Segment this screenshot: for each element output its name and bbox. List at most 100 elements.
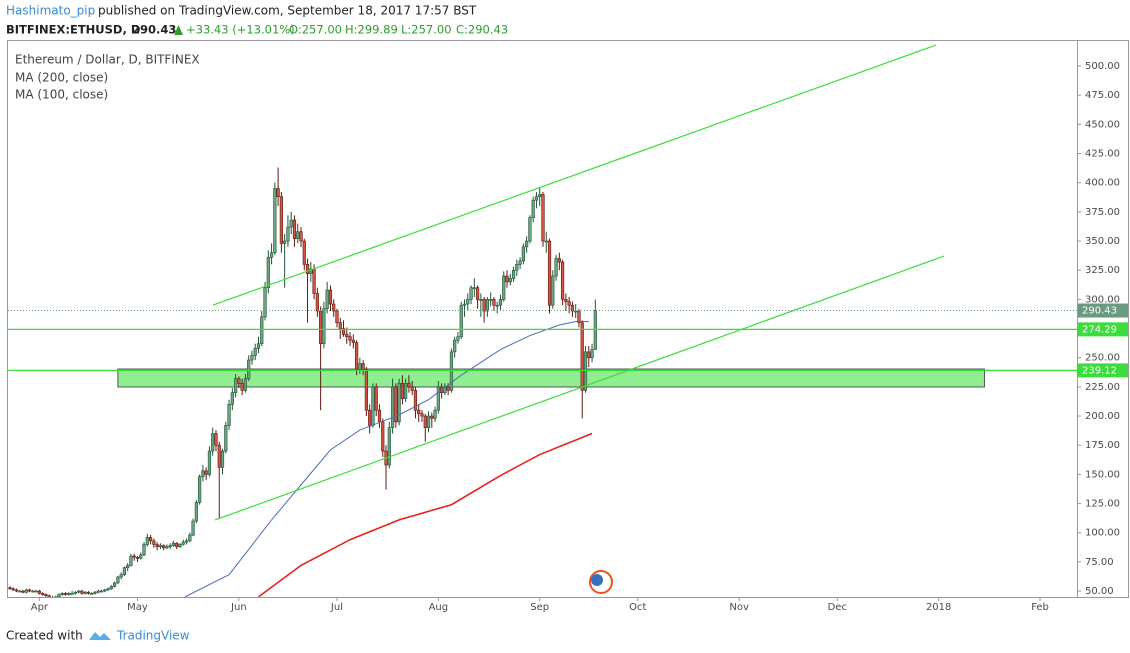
y-tick-label: 200.00: [1085, 411, 1120, 422]
y-tick-label: 325.00: [1085, 265, 1120, 276]
brand-logo: [89, 632, 111, 640]
candle-body: [99, 590, 104, 593]
candle-body: [328, 289, 333, 305]
candle-body: [531, 199, 535, 218]
candle-body: [109, 586, 113, 590]
candle-body: [276, 188, 280, 197]
candle-body: [374, 386, 378, 411]
candle-body: [129, 555, 133, 566]
candle-body: [521, 246, 525, 262]
candle-body: [345, 334, 349, 338]
candle-body: [184, 540, 189, 543]
candle-body: [511, 269, 516, 279]
candle-body: [211, 433, 215, 452]
candle-body: [60, 593, 64, 595]
x-tick-label: Oct: [629, 602, 646, 613]
candle-body: [547, 240, 552, 306]
candle-body: [299, 231, 303, 242]
candle-body: [305, 264, 310, 274]
candle-body: [70, 593, 74, 595]
candle-body: [361, 363, 365, 370]
candle-body: [191, 520, 195, 536]
y-tick-label: 425.00: [1085, 149, 1120, 160]
candle-body: [390, 386, 395, 429]
candle-body: [47, 595, 51, 597]
y-tick-label: 450.00: [1085, 119, 1120, 130]
watermark-logo: [589, 570, 613, 594]
candle-body: [11, 588, 15, 591]
candle-body: [387, 427, 391, 466]
candle-body: [564, 299, 568, 302]
candle-body: [51, 598, 54, 599]
candle-body: [534, 196, 539, 201]
candle-body: [538, 194, 542, 197]
candle-body: [243, 378, 248, 391]
candle-body: [472, 287, 476, 289]
x-tick-label: Feb: [1031, 602, 1049, 613]
candle-body: [489, 299, 493, 301]
legend-entry: MA (200, close): [15, 71, 108, 85]
candle-body: [541, 194, 545, 242]
candle-body: [322, 308, 326, 345]
candle-body: [162, 545, 166, 549]
candle-body: [485, 299, 489, 312]
candle-body: [580, 322, 584, 391]
candle-body: [364, 369, 369, 411]
candle-body: [469, 287, 473, 300]
candle-body: [152, 540, 156, 545]
author[interactable]: Hashimato_pip: [6, 4, 95, 18]
x-tick-label: Dec: [828, 602, 847, 613]
candle-body: [63, 593, 68, 595]
candle-body: [126, 565, 130, 569]
candle-body: [233, 378, 238, 394]
y-tick-label: 375.00: [1085, 207, 1120, 218]
candle-body: [567, 301, 571, 306]
candle-body: [214, 433, 218, 446]
candle-body: [515, 264, 519, 271]
candle-body: [475, 287, 480, 300]
candle-body: [570, 304, 575, 312]
candle-body: [423, 415, 427, 429]
candle-body: [417, 409, 421, 415]
candle-body: [309, 268, 313, 274]
candle-body: [21, 590, 25, 593]
candle-body: [27, 589, 32, 592]
candle-body: [253, 348, 257, 356]
candle-body: [37, 590, 41, 594]
candle-body: [266, 257, 270, 288]
candle-body: [446, 386, 450, 391]
candle-body: [260, 316, 264, 345]
candle-body: [368, 409, 372, 426]
y-tick-label: 475.00: [1085, 90, 1120, 101]
x-tick-label: Jul: [330, 602, 343, 613]
candle-body: [433, 409, 437, 419]
footer-brand[interactable]: TradingView: [116, 629, 190, 643]
candle-body: [332, 303, 336, 312]
candle-body: [377, 409, 382, 423]
candle-body: [34, 590, 38, 593]
candle-body: [83, 591, 87, 594]
hline-price-box: [1078, 322, 1128, 337]
candle-body: [201, 470, 205, 478]
y-tick-label: 150.00: [1085, 469, 1120, 480]
y-tick-label: 400.00: [1085, 178, 1120, 189]
candle-body: [207, 450, 212, 475]
candle-body: [574, 310, 578, 313]
candle-body: [273, 188, 277, 253]
candle-body: [116, 576, 120, 584]
candle-body: [168, 545, 172, 548]
trend-line: [214, 255, 945, 521]
candle-body: [312, 268, 316, 294]
y-tick-label: 100.00: [1085, 528, 1120, 539]
x-tick-label: Aug: [429, 602, 449, 613]
candle-body: [165, 546, 169, 549]
candle-body: [410, 386, 414, 391]
hline-price-label: 274.29: [1082, 324, 1117, 335]
candle-body: [338, 322, 342, 329]
candle-body: [335, 310, 339, 324]
candle-body: [77, 590, 81, 593]
candle-body: [551, 275, 555, 306]
candle-body: [90, 593, 94, 595]
y-tick-label: 50.00: [1085, 586, 1114, 597]
candle-body: [148, 537, 153, 542]
